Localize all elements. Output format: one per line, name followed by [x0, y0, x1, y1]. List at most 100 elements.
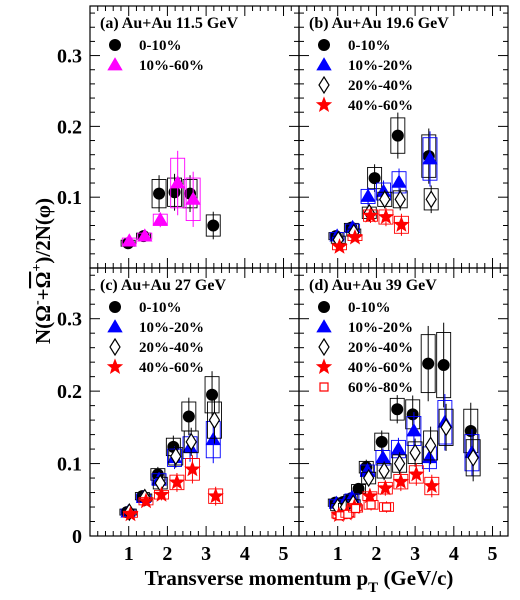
marker-open-square: [343, 509, 353, 519]
marker-star: [315, 358, 333, 375]
legend-label: 0-10%: [139, 38, 182, 54]
marker-triangle: [107, 57, 123, 71]
x-tick-label: 2: [162, 543, 172, 565]
x-tick-label: 3: [201, 543, 211, 565]
legend-label: 20%-40%: [139, 340, 204, 356]
marker-star: [377, 208, 395, 225]
marker-diamond: [409, 443, 421, 462]
marker-star: [377, 479, 394, 496]
marker-diamond: [467, 448, 479, 467]
y-tick-label: 0.3: [57, 46, 82, 68]
y-tick-label: 0: [72, 526, 82, 548]
y-tick-label: 0.2: [57, 381, 82, 403]
marker-circle: [206, 388, 219, 401]
legend-label: 60%-80%: [348, 380, 413, 396]
marker-triangle: [422, 151, 438, 165]
x-axis-label: Transverse momentum pT (GeV/c): [145, 566, 454, 596]
legend-label: 20%-40%: [348, 340, 413, 356]
xlabel-tail: (GeV/c): [378, 566, 453, 590]
marker-circle: [437, 359, 450, 372]
legend-label: 10%-60%: [139, 58, 204, 74]
marker-star: [346, 228, 364, 245]
panel-frame: [298, 267, 509, 537]
ylabel-tail: )/2N(φ): [31, 198, 55, 264]
marker-diamond: [394, 190, 406, 209]
marker-circle: [375, 435, 388, 448]
marker-triangle: [185, 191, 201, 205]
marker-circle: [207, 219, 220, 232]
ylabel-mid: +: [31, 288, 55, 300]
marker-open-square: [319, 382, 329, 392]
marker-triangle: [169, 175, 186, 189]
x-tick-label: 3: [410, 543, 420, 565]
series-triangle: [329, 131, 438, 242]
panel-2: (b) Au+Au 19.6 GeV 0-10% 10%-20% 20%-40% 40%…: [298, 5, 509, 269]
panel-1: 0.1 0.2 0.3 (a) Au+Au 11.5 GeV 0-10% 10%-60%: [57, 5, 300, 269]
series-open-square: [332, 499, 394, 521]
marker-diamond: [318, 337, 330, 357]
legend-label: 10%-20%: [348, 320, 413, 336]
marker-star: [137, 492, 155, 509]
series-triangle: [121, 150, 201, 247]
marker-circle: [109, 301, 121, 313]
marker-circle: [318, 301, 330, 313]
marker-circle: [182, 410, 195, 423]
marker-star: [362, 206, 379, 223]
panel-title: (c) Au+Au 27 GeV: [100, 277, 226, 294]
panel-title: (d) Au+Au 39 GeV: [309, 277, 437, 294]
marker-circle: [318, 39, 330, 51]
marker-circle: [109, 39, 121, 51]
marker-star: [168, 473, 186, 490]
marker-diamond: [393, 454, 406, 473]
marker-diamond: [424, 436, 437, 455]
marker-triangle: [316, 57, 332, 71]
x-tick-label: 4: [240, 543, 250, 565]
legend-label: 40%-60%: [139, 360, 204, 376]
legend-label: 40%-60%: [348, 360, 413, 376]
legend-label: 10%-20%: [139, 320, 204, 336]
legend-label: 10%-20%: [348, 58, 413, 74]
legend-label: 0-10%: [348, 38, 391, 54]
legend-label: 20%-40%: [348, 78, 413, 94]
panel-title: (a) Au+Au 11.5 GeV: [100, 15, 238, 32]
marker-star: [184, 460, 201, 477]
x-tick-label: 1: [124, 543, 134, 565]
ylabel-main: N(Ω: [31, 305, 55, 344]
series-triangle: [120, 416, 221, 518]
marker-circle: [422, 357, 435, 370]
marker-triangle: [316, 319, 332, 333]
marker-star: [361, 487, 379, 504]
ylabel-omegabar: Ω: [31, 272, 55, 289]
marker-star: [153, 486, 170, 502]
legend-label: 0-10%: [139, 300, 182, 316]
marker-diamond: [170, 447, 182, 466]
legend-label: 40%-60%: [348, 98, 413, 114]
marker-diamond: [440, 418, 452, 437]
marker-open-square: [350, 503, 361, 514]
xlabel-main: Transverse momentum p: [145, 566, 369, 590]
marker-diamond: [185, 432, 197, 451]
panel-frame: [89, 5, 300, 269]
legend: 0-10% 10%-20% 20%-40% 40%-60%: [106, 300, 204, 376]
panel-3: 1 2 3 4 5 0 0.1 0.2 0.3 (c) Au+Au 27 GeV 0-10% 10%-…: [57, 267, 300, 565]
marker-diamond: [362, 468, 375, 488]
marker-diamond: [109, 337, 121, 357]
marker-diamond: [425, 190, 437, 209]
y-axis-label: N(Ω-+Ω+)/2N(φ): [30, 198, 55, 344]
xlabel-sub: T: [368, 580, 378, 596]
marker-star: [392, 473, 410, 489]
marker-triangle: [390, 441, 407, 455]
x-tick-label: 1: [333, 543, 343, 565]
ylabel-sup2: +: [30, 264, 45, 272]
legend: 0-10% 10%-60%: [107, 38, 204, 74]
y-tick-label: 0.3: [57, 309, 82, 331]
marker-diamond: [378, 461, 390, 480]
marker-circle: [352, 482, 365, 495]
marker-star: [331, 238, 348, 254]
ylabel-sup1: -: [30, 300, 45, 305]
x-tick-label: 2: [371, 543, 381, 565]
x-tick-label: 5: [279, 543, 289, 565]
marker-triangle: [137, 228, 153, 242]
marker-star: [423, 477, 440, 494]
marker-star: [122, 505, 139, 522]
